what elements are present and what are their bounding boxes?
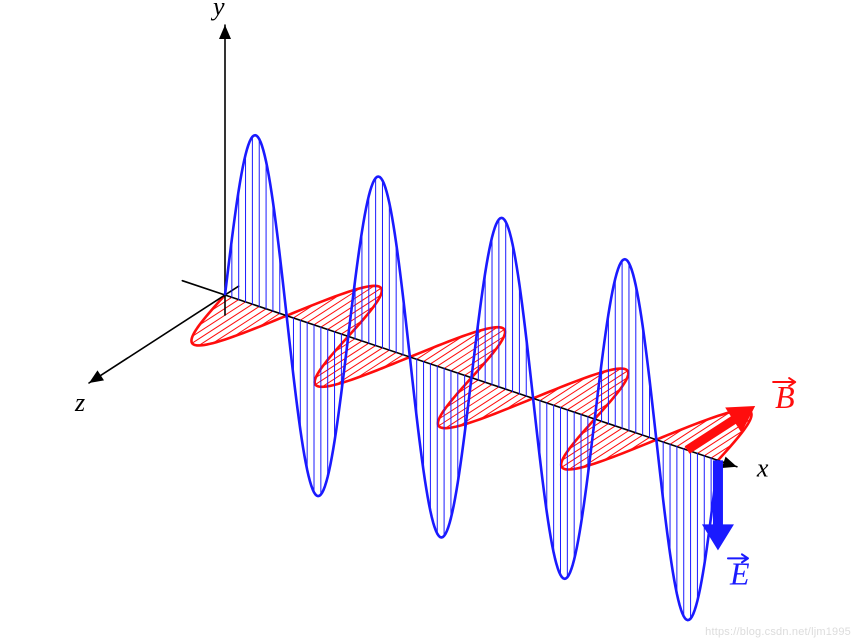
e-wave-curve <box>225 135 718 620</box>
y-axis-label: y <box>210 0 225 21</box>
x-axis-label: x <box>756 454 769 483</box>
e-vector-label: E <box>729 555 750 591</box>
em-wave-diagram: xyzEB <box>0 0 857 642</box>
labels: xyzEB <box>74 0 795 591</box>
z-axis-label: z <box>74 388 85 417</box>
e-field-curve <box>225 135 718 620</box>
watermark-text: https://blog.csdn.net/ljm1995 <box>705 626 851 638</box>
axes <box>89 25 737 468</box>
